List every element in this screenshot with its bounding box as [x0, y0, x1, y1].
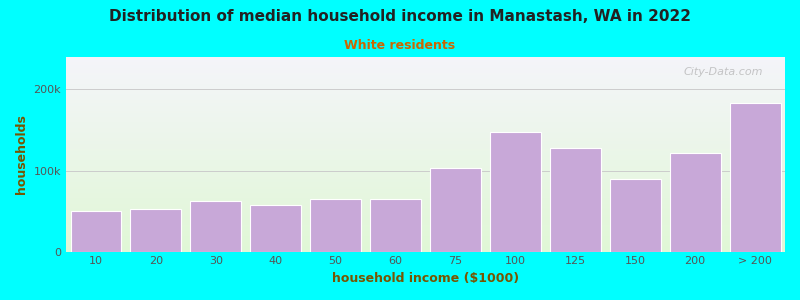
Bar: [490, 132, 541, 252]
Text: White residents: White residents: [345, 39, 455, 52]
Bar: [130, 209, 182, 252]
Bar: [610, 178, 661, 252]
Y-axis label: households: households: [15, 114, 28, 194]
Bar: [430, 168, 481, 252]
Bar: [550, 148, 601, 252]
X-axis label: household income ($1000): household income ($1000): [332, 272, 519, 285]
Bar: [730, 103, 781, 252]
Bar: [190, 201, 242, 252]
Bar: [70, 211, 122, 252]
Bar: [670, 153, 721, 252]
Bar: [370, 199, 421, 252]
Bar: [250, 205, 302, 252]
Text: Distribution of median household income in Manastash, WA in 2022: Distribution of median household income …: [109, 9, 691, 24]
Bar: [310, 199, 361, 252]
Text: City-Data.com: City-Data.com: [684, 67, 763, 77]
